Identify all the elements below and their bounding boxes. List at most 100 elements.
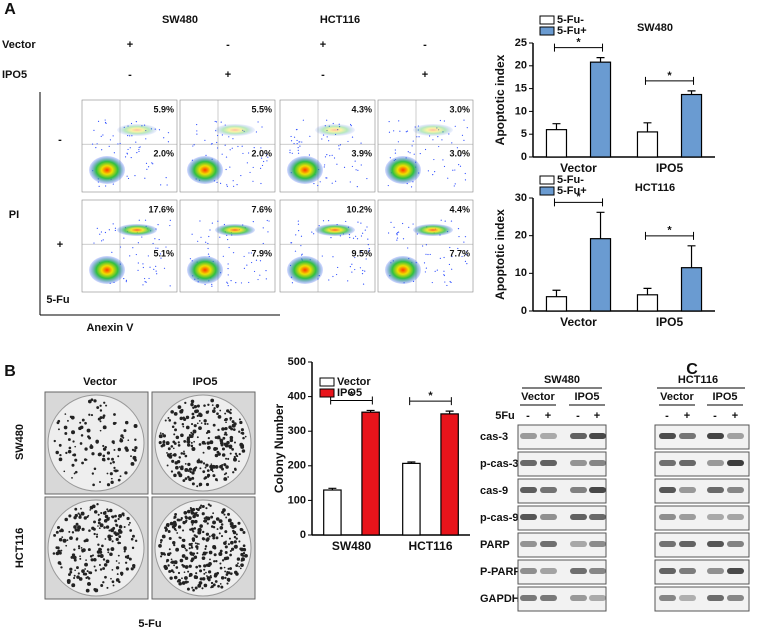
event-dot bbox=[216, 141, 218, 144]
colony bbox=[53, 533, 57, 537]
colony bbox=[184, 463, 187, 465]
colony bbox=[93, 565, 96, 568]
colony bbox=[126, 556, 130, 559]
colony bbox=[167, 564, 170, 567]
colony bbox=[173, 564, 175, 567]
colony bbox=[82, 572, 86, 576]
colony bbox=[175, 566, 179, 569]
colony bbox=[184, 477, 188, 481]
colony bbox=[87, 577, 91, 580]
colony bbox=[95, 535, 99, 538]
colony bbox=[173, 433, 176, 436]
colony bbox=[117, 447, 122, 452]
event-dot bbox=[145, 162, 148, 164]
event-dot bbox=[97, 120, 100, 123]
event-dot bbox=[300, 245, 302, 247]
event-dot bbox=[443, 120, 445, 122]
event-dot bbox=[232, 180, 234, 182]
colony bbox=[106, 508, 109, 511]
colony bbox=[83, 539, 87, 543]
colony bbox=[181, 423, 185, 426]
colony bbox=[169, 521, 174, 526]
colony bbox=[117, 478, 121, 482]
event-dot bbox=[394, 152, 397, 154]
colony bbox=[95, 440, 99, 444]
bar bbox=[545, 129, 568, 158]
event-dot bbox=[230, 280, 232, 282]
event-dot bbox=[299, 145, 301, 147]
event-dot bbox=[93, 129, 95, 131]
event-dot bbox=[124, 156, 127, 158]
colony bbox=[181, 544, 185, 548]
colony bbox=[190, 511, 195, 515]
colony bbox=[123, 525, 126, 529]
colony bbox=[170, 457, 172, 459]
band bbox=[570, 595, 587, 601]
event-dot bbox=[252, 166, 254, 169]
colony bbox=[94, 569, 97, 572]
colony bbox=[73, 548, 76, 551]
colony bbox=[106, 483, 111, 487]
treatment-label: 5Fu bbox=[495, 410, 515, 422]
band bbox=[520, 487, 537, 493]
colony bbox=[219, 583, 222, 585]
colony bbox=[98, 518, 102, 521]
colony bbox=[122, 436, 125, 439]
event-dot bbox=[457, 247, 459, 250]
colony bbox=[242, 530, 246, 534]
event-dot bbox=[360, 250, 362, 252]
condition-mark: + bbox=[732, 410, 738, 422]
colony bbox=[181, 581, 186, 585]
event-dot bbox=[294, 250, 297, 252]
event-dot bbox=[330, 236, 332, 239]
event-dot bbox=[235, 282, 237, 284]
colony bbox=[109, 552, 113, 557]
event-dot bbox=[200, 236, 202, 238]
event-dot bbox=[323, 166, 325, 168]
population bbox=[287, 156, 323, 184]
colony bbox=[190, 546, 194, 549]
colony bbox=[185, 549, 188, 552]
significance-bracket bbox=[644, 231, 695, 240]
protein-label: cas-9 bbox=[480, 485, 508, 497]
colony bbox=[215, 517, 220, 521]
colony bbox=[69, 570, 73, 574]
percent-upper: 10.2% bbox=[346, 204, 372, 214]
colony bbox=[206, 445, 211, 450]
colony bbox=[125, 567, 129, 571]
event-dot bbox=[367, 250, 370, 252]
colony bbox=[118, 513, 122, 518]
colony bbox=[115, 537, 119, 541]
colony bbox=[85, 559, 87, 561]
event-dot bbox=[464, 179, 467, 181]
event-dot bbox=[159, 253, 162, 255]
colony bbox=[175, 529, 177, 532]
protein-label: PARP bbox=[480, 539, 510, 551]
colony bbox=[208, 570, 212, 574]
colony bbox=[57, 561, 62, 565]
colony bbox=[165, 528, 168, 531]
colony bbox=[235, 537, 238, 540]
event-dot bbox=[447, 177, 449, 179]
colony bbox=[212, 423, 216, 427]
event-dot bbox=[465, 254, 468, 256]
colony bbox=[240, 552, 244, 557]
legend-swatch bbox=[539, 175, 555, 185]
colony bbox=[242, 544, 246, 548]
colony bbox=[96, 406, 100, 409]
band bbox=[520, 460, 537, 466]
colony bbox=[189, 470, 192, 474]
colony bbox=[71, 477, 73, 479]
colony bbox=[205, 463, 209, 467]
significance-bracket bbox=[553, 43, 604, 52]
bar bbox=[589, 61, 612, 158]
colony bbox=[92, 483, 95, 487]
event-dot bbox=[297, 152, 300, 154]
event-dot bbox=[347, 280, 349, 282]
colony bbox=[206, 516, 211, 521]
colony bbox=[116, 469, 119, 472]
event-dot bbox=[443, 270, 445, 272]
event-dot bbox=[345, 220, 347, 223]
colony bbox=[170, 470, 174, 473]
colony bbox=[214, 465, 219, 469]
